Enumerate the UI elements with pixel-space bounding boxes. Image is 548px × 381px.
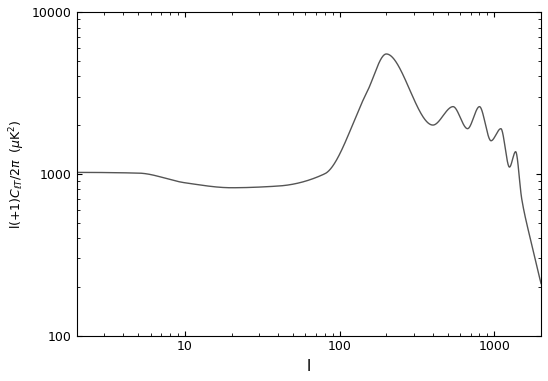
X-axis label: l: l [307,359,311,374]
Y-axis label: l(+1)$C_{\ell T}/2\pi$  ($\mu$K$^2$): l(+1)$C_{\ell T}/2\pi$ ($\mu$K$^2$) [7,119,26,229]
